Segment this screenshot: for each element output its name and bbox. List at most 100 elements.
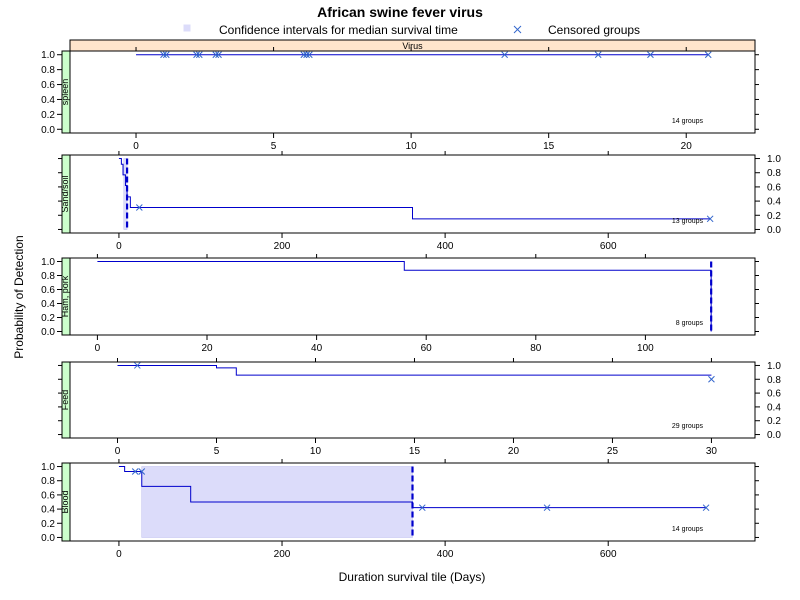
y-tick-label: 0.6 [41,80,55,91]
y-tick-label: 1.0 [767,361,781,372]
y-axis-label: Probability of Detection [12,235,26,358]
y-tick-label: 0.0 [41,327,55,338]
groups-count-label: 14 groups [672,526,704,533]
y-tick-label: 1.0 [767,154,781,165]
censored-marker [193,51,200,59]
x-tick-label: 60 [421,343,433,354]
censored-marker [305,51,313,59]
x-tick-label: 20 [681,141,693,152]
y-tick-label: 0.4 [41,299,55,310]
legend-ci-swatch [183,24,191,32]
censored-marker [708,375,715,383]
y-tick-label: 0.8 [767,375,781,386]
survival-step-line [118,158,711,220]
y-tick-label: 0.0 [41,125,55,136]
y-tick-label: 0.2 [41,313,55,324]
censored-marker [160,51,167,59]
panel-strip [61,154,71,234]
censored-marker [704,51,712,59]
panel-frame [69,361,756,439]
x-tick-label: 0 [116,549,122,560]
x-tick-label: 5 [214,446,220,457]
x-tick-label: 0 [116,241,122,252]
y-tick-label: 1.0 [41,50,55,61]
legend-censored-label: Censored groups [548,23,640,37]
x-tick-label: 400 [437,549,454,560]
x-tick-label: 100 [637,343,654,354]
groups-count-label: 14 groups [672,118,704,125]
censored-marker [706,215,714,223]
x-tick-label: 25 [607,446,619,457]
censored-marker [418,504,426,512]
panel-strip-label: Feed [60,390,70,411]
censored-marker [195,51,203,59]
censored-marker [303,51,310,59]
censored-marker [162,51,170,59]
y-tick-label: 0.6 [41,490,55,501]
x-tick-label: 400 [437,241,454,252]
censored-marker [543,504,551,512]
panels: Virus spleen 14 groups 0 5 10 15 20 0.0 0.2 0.4 0.6… [41,39,781,560]
survival-step-line [97,261,712,332]
x-tick-label: 0 [115,446,121,457]
x-tick-label: 20 [201,343,213,354]
panel-frame [69,50,756,134]
top-strip-label: Virus [402,41,423,51]
y-tick-label: 0.8 [41,271,55,282]
panel-frame [69,257,756,336]
y-tick-label: 0.0 [41,533,55,544]
panel-4: Blood 14 groups 0 200 400 600 0.0 0.2 0.4 0.6 0.8 1… [41,459,759,560]
x-tick-label: 5 [271,141,277,152]
censored-marker [131,468,139,475]
y-tick-label: 0.2 [41,110,55,121]
y-tick-label: 0.4 [767,402,781,413]
y-tick-label: 1.0 [41,462,55,473]
y-tick-label: 0.2 [767,211,781,222]
y-tick-label: 0.2 [767,416,781,427]
groups-count-label: 13 groups [672,218,704,225]
legend-censored-marker [513,25,522,34]
y-tick-label: 0.0 [767,225,781,236]
panel-3: Feed 29 groups 0 5 10 15 20 25 30 0.0 0.2 0.4 0.6 0.8… [58,358,781,457]
panel-strip [61,50,71,134]
x-tick-label: 10 [310,446,322,457]
x-tick-label: 0 [133,141,139,152]
y-tick-label: 0.4 [41,505,55,516]
censored-marker [702,504,710,512]
censored-marker [212,51,220,59]
panel-frame [69,154,756,234]
panel-strip-label: Blood [60,490,70,513]
censored-marker [133,362,141,369]
chart-title: African swine fever virus [317,4,483,20]
x-tick-label: 600 [600,549,617,560]
y-tick-label: 1.0 [41,257,55,268]
x-tick-label: 200 [274,549,291,560]
y-tick-label: 0.6 [767,389,781,400]
panel-0: spleen 14 groups 0 5 10 15 20 0.0 0.2 0.4 0.6 0.8 1.… [41,47,759,152]
panel-1: Sand/soil 13 groups 0 200 400 600 0.0 0.2 0.4 0.6… [58,151,781,252]
x-tick-label: 200 [274,241,291,252]
censored-marker [300,51,308,59]
legend-ci-label: Confidence intervals for median survival… [219,23,458,37]
censored-marker [138,468,146,475]
panel-2: Ham, pork 8 groups 0 20 40 60 80 100 0.0 0.2 0.4 0.… [41,254,759,354]
censored-marker [501,51,509,59]
x-tick-label: 10 [406,141,418,152]
censored-marker [647,51,654,59]
panel-strip-label: Ham, pork [60,275,70,317]
y-tick-label: 0.0 [767,430,781,441]
y-tick-label: 0.2 [41,519,55,530]
censored-marker [215,51,222,59]
censored-marker [135,204,143,211]
x-tick-label: 80 [530,343,542,354]
x-axis-label: Duration survival tile (Days) [339,570,486,584]
x-tick-label: 0 [95,343,101,354]
y-tick-label: 0.4 [767,197,781,208]
groups-count-label: 29 groups [672,423,704,430]
y-tick-label: 0.8 [41,476,55,487]
x-tick-label: 30 [706,446,718,457]
panel-strip-label: spleen [60,79,70,106]
y-tick-label: 0.4 [41,95,55,106]
groups-count-label: 8 groups [676,320,704,327]
